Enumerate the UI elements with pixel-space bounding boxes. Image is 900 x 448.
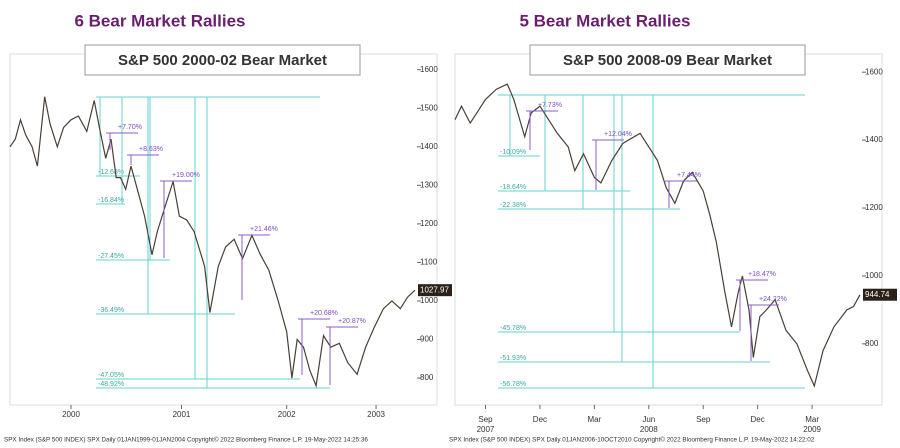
y-tick-label: 1100 — [420, 258, 438, 267]
last-value-box — [418, 284, 452, 297]
y-tick-label: 900 — [420, 335, 434, 344]
x-year-label: 2009 — [803, 425, 821, 434]
rally-label: +8.63% — [139, 146, 163, 153]
drawdown-label: -22.38% — [500, 202, 526, 209]
price-line — [454, 83, 861, 388]
rally-label: +20.68% — [310, 310, 338, 317]
x-year-label: 2008 — [640, 425, 658, 434]
rally-label: +7.44% — [677, 172, 701, 179]
drawdown-label: -16.84% — [98, 197, 124, 204]
drawdown-label: -51.93% — [500, 355, 526, 362]
footer: SPX Index (S&P 500 INDEX) SPX Daily 01JA… — [4, 436, 368, 444]
last-value-box — [863, 288, 897, 301]
drawdown-label: -48.92% — [98, 381, 124, 388]
x-tick-label: Mar — [587, 415, 601, 424]
last-value-label: 1027.97 — [420, 285, 449, 294]
x-tick-label: 2000 — [62, 410, 80, 419]
y-tick-label: 800 — [420, 373, 434, 382]
rally-label: +12.04% — [604, 131, 632, 138]
drawdown-label: -18.64% — [500, 184, 526, 191]
rally-label: +20.87% — [338, 318, 366, 325]
subtitle: S&P 500 2008-09 Bear Market — [563, 52, 772, 69]
subtitle: S&P 500 2000-02 Bear Market — [118, 52, 327, 69]
subtitle-box — [529, 44, 806, 76]
chart-title: 6 Bear Market Rallies — [74, 11, 245, 30]
drawdown-label: -47.05% — [98, 372, 124, 379]
rally-label: +24.22% — [759, 296, 787, 303]
x-tick-label: Mar — [805, 415, 819, 424]
y-tick-label: 800 — [865, 339, 879, 348]
y-tick-label: 1300 — [420, 180, 438, 189]
last-value-label: 944.74 — [865, 290, 890, 299]
x-tick-label: Sep — [696, 415, 711, 424]
y-tick-label: 1400 — [420, 142, 438, 151]
x-tick-label: Dec — [533, 415, 547, 424]
x-tick-label: Dec — [751, 415, 765, 424]
rally-label: +7.70% — [118, 124, 142, 131]
x-tick-label: Sep — [478, 415, 493, 424]
subtitle-box — [84, 44, 361, 76]
plot-frame — [454, 53, 883, 406]
drawdown-label: -12.68% — [98, 169, 124, 176]
y-tick-label: 1200 — [420, 219, 438, 228]
chart-title: 5 Bear Market Rallies — [519, 11, 690, 30]
drawdown-label: -56.78% — [500, 381, 526, 388]
y-tick-label: 1600 — [865, 67, 883, 76]
y-tick-label: 1500 — [420, 103, 438, 112]
x-tick-label: 2001 — [173, 410, 191, 419]
y-tick-label: 1600 — [420, 65, 438, 74]
drawdown-label: -27.45% — [98, 253, 124, 260]
y-tick-label: 1400 — [865, 135, 883, 144]
y-tick-label: 1000 — [865, 271, 883, 280]
footer: SPX Index (S&P 500 INDEX) SPX Daily 01JA… — [449, 436, 815, 444]
y-tick-label: 1200 — [865, 203, 883, 212]
plot-frame — [9, 53, 438, 406]
x-year-label: 2007 — [477, 425, 495, 434]
rally-label: +18.47% — [748, 271, 776, 278]
price-line — [9, 96, 416, 388]
rally-label: +21.46% — [250, 226, 278, 233]
x-tick-label: 2003 — [367, 410, 385, 419]
drawdown-label: -10.09% — [500, 149, 526, 156]
rally-label: +7.73% — [538, 102, 562, 109]
y-tick-label: 1000 — [420, 296, 438, 305]
drawdown-label: -36.49% — [98, 307, 124, 314]
drawdown-label: -45.78% — [500, 325, 526, 332]
x-tick-label: Jun — [642, 415, 655, 424]
rally-label: +19.00% — [172, 172, 200, 179]
x-tick-label: 2002 — [278, 410, 296, 419]
